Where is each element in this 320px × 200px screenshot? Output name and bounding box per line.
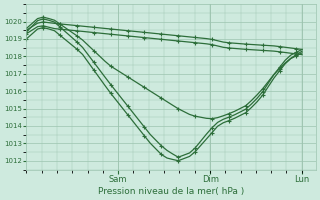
X-axis label: Pression niveau de la mer( hPa ): Pression niveau de la mer( hPa ) — [98, 187, 244, 196]
